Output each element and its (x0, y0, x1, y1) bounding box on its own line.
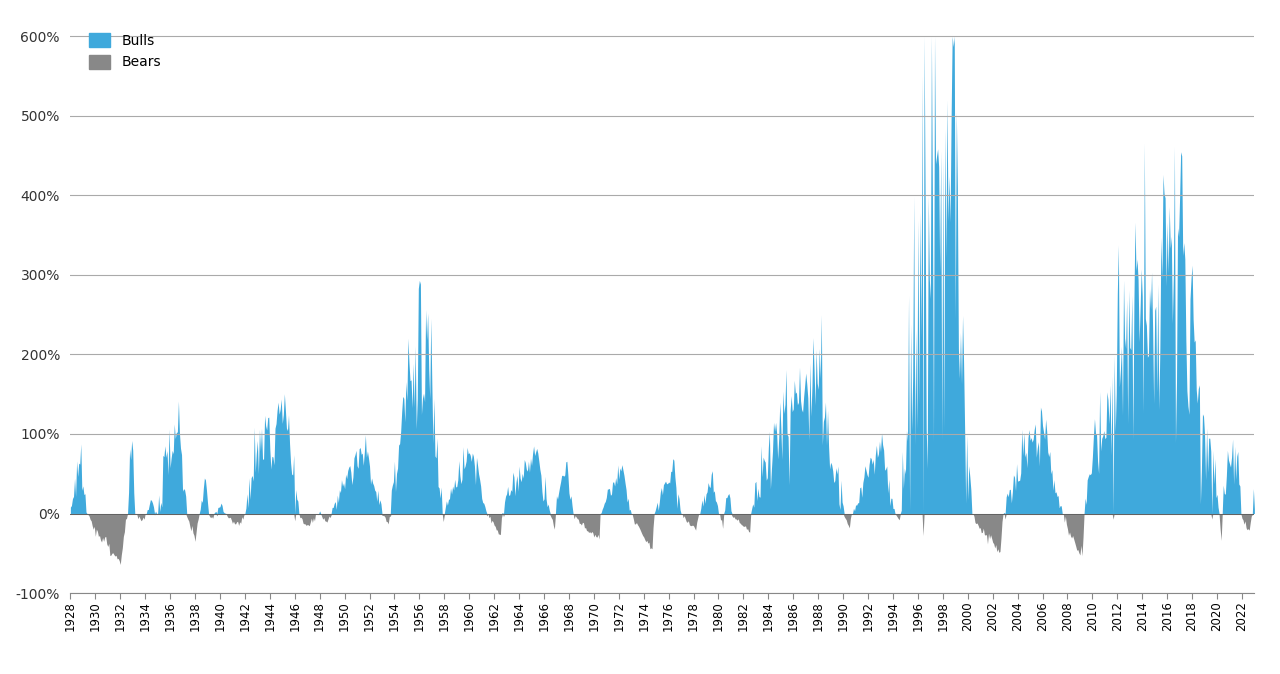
Legend: Bulls, Bears: Bulls, Bears (90, 33, 161, 69)
